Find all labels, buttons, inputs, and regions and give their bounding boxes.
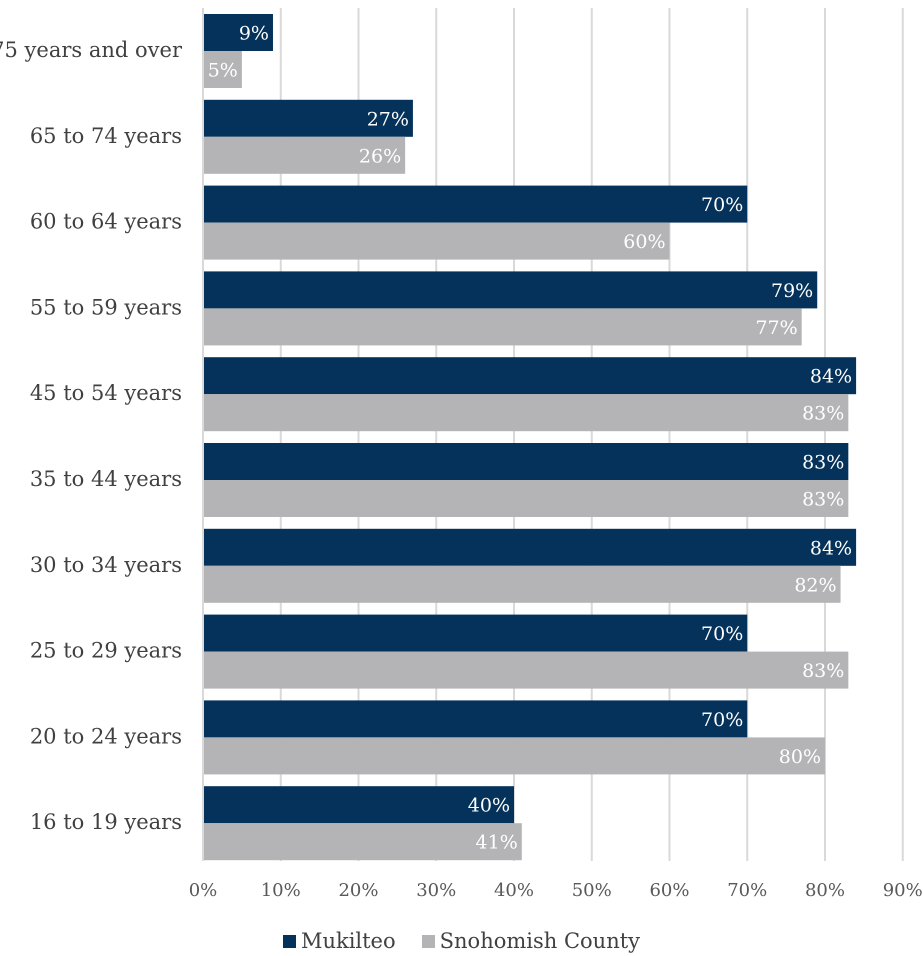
data-label: 41% [476,832,518,854]
legend-item-snohomish-county: Snohomish County [421,929,641,953]
data-label: 79% [771,280,813,302]
data-label: 27% [367,108,409,130]
data-label: 83% [802,403,844,425]
data-label: 80% [779,746,821,768]
data-label: 26% [359,145,401,167]
bar [203,480,849,517]
bar [203,786,514,824]
data-label: 9% [239,23,269,45]
data-label: 84% [810,366,852,388]
legend-swatch-snohomish-county [421,934,435,948]
data-label: 77% [755,317,797,339]
category-label: 25 to 29 years [30,639,182,663]
data-label: 70% [701,623,743,645]
data-label: 5% [208,60,238,82]
bar [203,271,818,309]
bar [203,737,825,775]
bar [203,614,748,652]
bar [203,700,748,738]
category-label: 45 to 54 years [30,381,182,405]
data-label: 84% [810,537,852,559]
bar [203,823,522,861]
legend: Mukilteo Snohomish County [0,926,923,956]
bar [203,99,413,137]
legend-swatch-mukilteo [282,934,296,948]
bar [203,136,406,174]
category-label: 35 to 44 years [30,467,182,491]
x-tick-label: 0% [189,880,218,901]
category-label: 16 to 19 years [30,810,182,834]
bar-chart: 0% 10% 20% 30% 40% 50% 60% 70% 80% 90% 75 years an… [0,8,923,901]
bar [203,357,857,395]
x-tick-label: 30% [416,880,456,901]
category-label: 65 to 74 years [30,124,182,148]
bar [203,51,242,88]
bar [203,528,857,566]
legend-item-mukilteo: Mukilteo [282,929,396,953]
bar [203,394,849,432]
x-tick-label: 10% [261,880,301,901]
category-label: 30 to 34 years [30,553,182,577]
data-label: 83% [802,489,844,511]
x-tick-label: 80% [805,880,845,901]
bar [203,185,748,223]
bar [203,14,273,51]
data-label: 83% [802,452,844,474]
bar [203,222,670,260]
x-tick-label: 60% [649,880,689,901]
bar [203,308,802,346]
data-label: 83% [802,660,844,682]
bar [203,443,849,480]
category-label: 75 years and over [0,38,183,62]
legend-label-snohomish-county: Snohomish County [439,929,641,953]
data-label: 60% [623,231,665,253]
category-label: 60 to 64 years [30,210,182,234]
x-tick-label: 20% [338,880,378,901]
x-tick-label: 90% [883,880,923,901]
x-tick-label: 50% [572,880,612,901]
category-label: 55 to 59 years [30,295,182,319]
bar [203,651,849,689]
data-label: 70% [701,709,743,731]
legend-label-mukilteo: Mukilteo [300,929,396,953]
data-label: 70% [701,194,743,216]
x-tick-label: 40% [494,880,534,901]
data-label: 40% [468,795,510,817]
data-label: 82% [794,574,836,596]
category-label: 20 to 24 years [30,724,182,748]
bar [203,565,841,603]
x-tick-label: 70% [727,880,767,901]
